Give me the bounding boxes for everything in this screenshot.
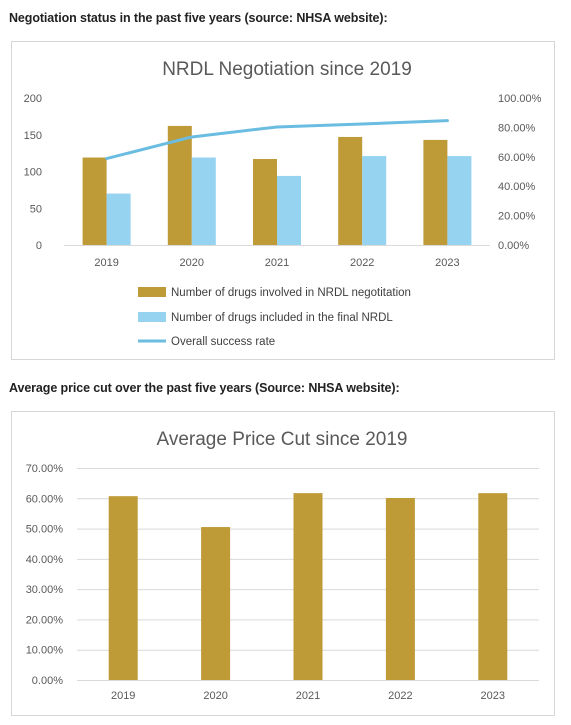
legend-label: Number of drugs involved in NRDL negotit…: [171, 287, 411, 299]
bar-price-cut: [201, 527, 231, 680]
x-tick-label: 2019: [94, 257, 118, 269]
y-tick-label: 50.00%: [26, 524, 64, 536]
price-cut-caption: Average price cut over the past five yea…: [9, 381, 400, 395]
average-price-cut-chart: Average Price Cut since 2019 0.00% 10.00% 2…: [26, 429, 539, 702]
bar-price-cut: [478, 493, 508, 680]
y2-tick-label: 80.00%: [498, 122, 536, 134]
x-tick-label: 2020: [203, 690, 227, 702]
y-tick-label: 100: [24, 167, 42, 179]
legend-label: Overall success rate: [171, 336, 275, 348]
bar-drugs-included: [191, 157, 216, 245]
bar-drugs-involved: [338, 136, 363, 245]
nrdl-negotiation-chart-panel: NRDL Negotiation since 2019 0 50 100 150 200 0…: [11, 41, 555, 360]
bar-drugs-included: [106, 193, 131, 245]
bar-drugs-included: [447, 156, 472, 245]
bar-drugs-involved: [167, 125, 192, 245]
y-tick-label: 60.00%: [26, 493, 64, 505]
y2-tick-label: 40.00%: [498, 181, 536, 193]
bar-drugs-included: [277, 175, 301, 245]
average-price-cut-chart-panel: Average Price Cut since 2019 0.00% 10.00% 2…: [11, 411, 555, 716]
bar-price-cut: [385, 497, 415, 680]
x-tick-label: 2021: [265, 257, 289, 269]
y2-tick-label: 100.00%: [498, 93, 542, 105]
chart-title: Average Price Cut since 2019: [156, 429, 407, 450]
legend-label: Number of drugs included in the final NR…: [171, 312, 393, 324]
bar-drugs-involved: [82, 157, 107, 245]
y-tick-label: 10.00%: [26, 645, 64, 657]
legend-swatch: [138, 287, 166, 297]
y-tick-label: 30.00%: [26, 584, 64, 596]
y-tick-label: 20.00%: [26, 614, 64, 626]
nrdl-negotiation-chart: NRDL Negotiation since 2019 0 50 100 150 200 0…: [24, 59, 542, 348]
y2-tick-label: 20.00%: [498, 211, 536, 223]
x-tick-label: 2019: [111, 690, 135, 702]
negotiation-caption: Negotiation status in the past five year…: [9, 11, 388, 25]
y-tick-label: 40.00%: [26, 554, 64, 566]
y2-tick-label: 0.00%: [498, 240, 529, 252]
x-tick-label: 2022: [388, 690, 412, 702]
y-tick-label: 70.00%: [26, 463, 64, 475]
bar-price-cut: [293, 493, 323, 680]
bar-drugs-involved: [423, 139, 448, 245]
x-tick-label: 2020: [180, 257, 204, 269]
y-tick-label: 50: [30, 203, 42, 215]
y-tick-label: 150: [24, 130, 42, 142]
bar-drugs-involved: [253, 159, 277, 245]
bar-price-cut: [108, 496, 138, 680]
x-tick-label: 2023: [481, 690, 505, 702]
x-tick-label: 2021: [296, 690, 320, 702]
y-tick-label: 0: [36, 240, 42, 252]
x-tick-label: 2023: [435, 257, 459, 269]
legend-swatch: [138, 312, 166, 322]
y-tick-label: 0.00%: [32, 675, 63, 687]
x-tick-label: 2022: [350, 257, 374, 269]
success-rate-line: [105, 119, 449, 161]
bar-drugs-included: [362, 156, 387, 245]
chart-title: NRDL Negotiation since 2019: [162, 59, 412, 80]
y-tick-label: 200: [24, 93, 42, 105]
y2-tick-label: 60.00%: [498, 152, 536, 164]
